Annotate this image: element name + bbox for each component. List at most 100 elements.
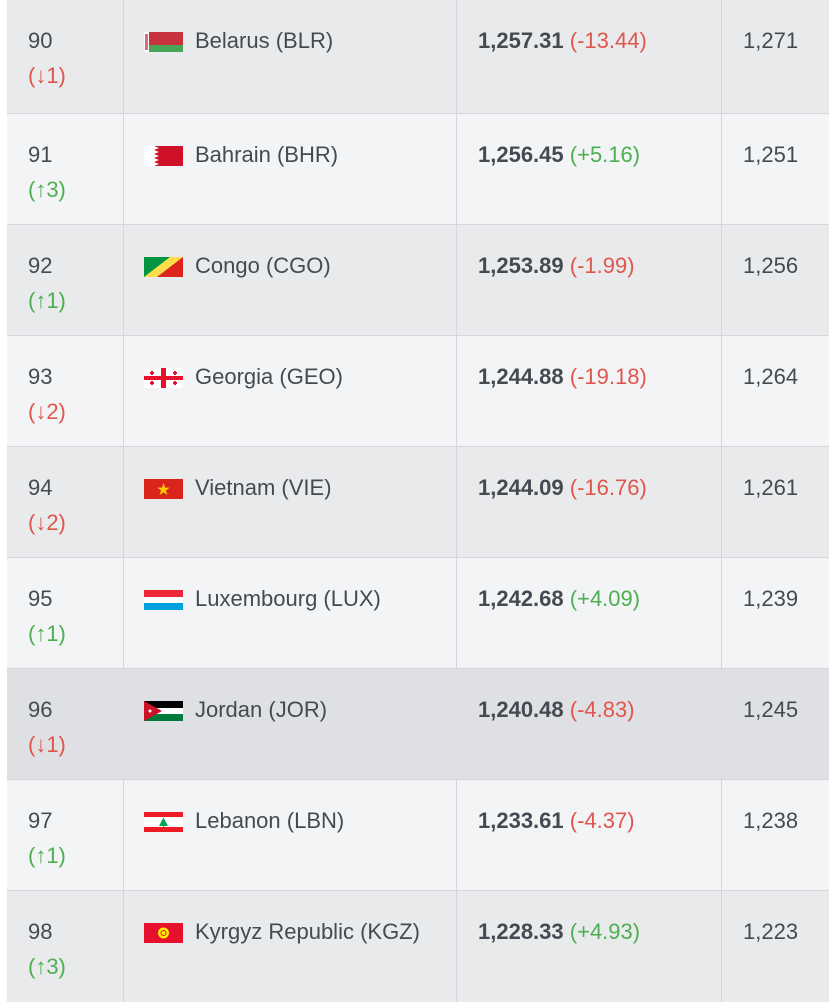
points-change: (-4.37) (569, 808, 635, 833)
points: 1,253.89 (-1.99) (478, 253, 635, 279)
lebanon-flag-icon (144, 812, 183, 832)
previous-points: 1,238 (743, 808, 799, 833)
team-name-link[interactable]: Belarus (BLR) (195, 28, 334, 53)
column-divider (456, 114, 457, 224)
team-name-link[interactable]: Jordan (JOR) (195, 697, 328, 722)
points: 1,228.33 (+4.93) (478, 919, 640, 945)
previous-points: 1,245 (743, 697, 799, 722)
previous-points: 1,251 (743, 142, 799, 167)
rank: 92 (28, 253, 53, 278)
previous-points: 1,239 (743, 586, 799, 611)
table-row[interactable]: 91 (↑3) Bahrain (BHR) 1,256.45 (+5.16) 1… (7, 114, 829, 225)
points-value: 1,244.88 (478, 364, 564, 389)
points: 1,233.61 (-4.37) (478, 808, 635, 834)
column-divider (123, 558, 124, 668)
luxembourg-flag-icon (144, 590, 183, 610)
points-value: 1,253.89 (478, 253, 564, 278)
team-name-link[interactable]: Vietnam (VIE) (195, 475, 332, 500)
previous-points: 1,271 (743, 28, 799, 53)
rank: 93 (28, 364, 53, 389)
points-value: 1,256.45 (478, 142, 564, 167)
table-row[interactable]: 94 (↓2) Vietnam (VIE) 1,244.09 (-16.76) … (7, 447, 829, 558)
team-name-link[interactable]: Luxembourg (LUX) (195, 586, 381, 611)
column-divider (721, 891, 722, 1002)
rank: 97 (28, 808, 53, 833)
column-divider (456, 780, 457, 890)
team-name-link[interactable]: Congo (CGO) (195, 253, 331, 278)
points-value: 1,233.61 (478, 808, 564, 833)
points-change: (+5.16) (569, 142, 641, 167)
rank: 96 (28, 697, 53, 722)
team-name-link[interactable]: Lebanon (LBN) (195, 808, 345, 833)
points-change: (-16.76) (569, 475, 647, 500)
points-change: (-1.99) (569, 253, 635, 278)
points-change: (-19.18) (569, 364, 647, 389)
rank-movement: (↑3) (28, 954, 66, 979)
column-divider (456, 336, 457, 446)
rank: 91 (28, 142, 53, 167)
kyrgyz-republic-flag-icon (144, 923, 183, 943)
previous-points: 1,256 (743, 253, 799, 278)
column-divider (721, 114, 722, 224)
rank-movement: (↓2) (28, 510, 66, 535)
column-divider (123, 336, 124, 446)
rank: 90 (28, 28, 53, 53)
table-row[interactable]: 96 (↓1) Jordan (JOR) 1,240.48 (-4.83) 1,… (7, 669, 829, 780)
table-row[interactable]: 98 (↑3) Kyrgyz Republic (KGZ) 1,228.33 (… (7, 891, 829, 1002)
previous-points: 1,264 (743, 364, 799, 389)
column-divider (456, 0, 457, 113)
team-name-link[interactable]: Kyrgyz Republic (KGZ) (195, 919, 420, 944)
ranking-table: 90 (↓1) Belarus (BLR) 1,257.31 (-13.44) … (7, 0, 829, 1002)
rank-movement: (↑1) (28, 288, 66, 313)
column-divider (721, 336, 722, 446)
column-divider (456, 225, 457, 335)
congo-flag-icon (144, 257, 183, 277)
points-change: (+4.09) (569, 586, 641, 611)
points: 1,257.31 (-13.44) (478, 28, 647, 54)
rank-movement: (↓1) (28, 732, 66, 757)
rank-movement: (↑3) (28, 177, 66, 202)
points-change: (-13.44) (569, 28, 647, 53)
rank: 94 (28, 475, 53, 500)
column-divider (721, 447, 722, 557)
team-name-link[interactable]: Georgia (GEO) (195, 364, 343, 389)
previous-points: 1,261 (743, 475, 799, 500)
column-divider (721, 558, 722, 668)
points: 1,244.88 (-19.18) (478, 364, 647, 390)
column-divider (456, 447, 457, 557)
points: 1,256.45 (+5.16) (478, 142, 640, 168)
points-value: 1,244.09 (478, 475, 564, 500)
rank: 98 (28, 919, 53, 944)
georgia-flag-icon (144, 368, 183, 388)
column-divider (123, 447, 124, 557)
points-value: 1,242.68 (478, 586, 564, 611)
column-divider (721, 225, 722, 335)
points: 1,244.09 (-16.76) (478, 475, 647, 501)
column-divider (721, 780, 722, 890)
points-value: 1,228.33 (478, 919, 564, 944)
rank-movement: (↓1) (28, 63, 66, 88)
points-value: 1,240.48 (478, 697, 564, 722)
rank: 95 (28, 586, 53, 611)
rank-movement: (↑1) (28, 843, 66, 868)
table-row[interactable]: 93 (↓2) Georgia (GEO) 1,244.88 (-19.18) … (7, 336, 829, 447)
team-name-link[interactable]: Bahrain (BHR) (195, 142, 339, 167)
points-change: (+4.93) (569, 919, 641, 944)
column-divider (721, 0, 722, 113)
vietnam-flag-icon (144, 479, 183, 499)
table-row[interactable]: 90 (↓1) Belarus (BLR) 1,257.31 (-13.44) … (7, 0, 829, 114)
column-divider (123, 114, 124, 224)
previous-points: 1,223 (743, 919, 799, 944)
table-row[interactable]: 97 (↑1) Lebanon (LBN) 1,233.61 (-4.37) 1… (7, 780, 829, 891)
points: 1,242.68 (+4.09) (478, 586, 640, 612)
rank-movement: (↑1) (28, 621, 66, 646)
table-row[interactable]: 95 (↑1) Luxembourg (LUX) 1,242.68 (+4.09… (7, 558, 829, 669)
column-divider (123, 891, 124, 1002)
column-divider (123, 0, 124, 113)
points-value: 1,257.31 (478, 28, 564, 53)
column-divider (123, 225, 124, 335)
table-row[interactable]: 92 (↑1) Congo (CGO) 1,253.89 (-1.99) 1,2… (7, 225, 829, 336)
column-divider (456, 558, 457, 668)
column-divider (123, 780, 124, 890)
jordan-flag-icon (144, 701, 183, 721)
